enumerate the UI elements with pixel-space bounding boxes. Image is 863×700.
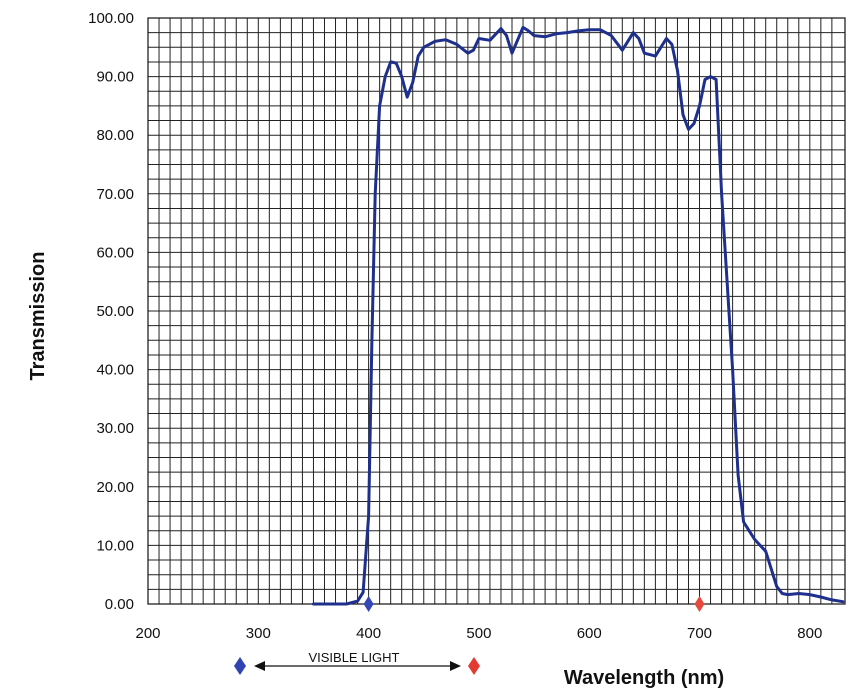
y-tick-label: 20.00 [96, 479, 134, 496]
x-tick-label: 700 [687, 625, 712, 642]
y-tick-label: 0.00 [105, 596, 134, 613]
wavelength-marker [363, 596, 374, 612]
visible-light-right-diamond [468, 657, 480, 675]
visible-light-arrow-left [254, 661, 265, 671]
y-tick-label: 50.00 [96, 303, 134, 320]
x-axis-label: Wavelength (nm) [564, 667, 724, 689]
y-tick-label: 100.00 [88, 10, 134, 27]
y-tick-labels: 0.00 10.00 20.00 30.00 40.00 50.00 60.00 70.00 8… [88, 10, 134, 613]
x-tick-label: 300 [246, 625, 271, 642]
x-tick-label: 500 [466, 625, 491, 642]
visible-light-left-diamond [234, 657, 246, 675]
visible-light-annotation: VISIBLE LIGHT [234, 650, 480, 675]
wavelength-marker [694, 596, 705, 612]
x-tick-labels: 200 300 400 500 600 700 800 [135, 625, 822, 642]
wavelength-markers [363, 596, 705, 612]
y-tick-label: 60.00 [96, 244, 134, 261]
visible-light-label: VISIBLE LIGHT [308, 650, 399, 665]
plot-frame [147, 17, 846, 605]
y-tick-label: 40.00 [96, 362, 134, 379]
y-tick-label: 90.00 [96, 69, 134, 86]
y-tick-label: 30.00 [96, 420, 134, 437]
x-tick-label: 200 [135, 625, 160, 642]
y-tick-label: 10.00 [96, 537, 134, 554]
y-tick-label: 70.00 [96, 186, 134, 203]
visible-light-arrow-right [450, 661, 461, 671]
x-tick-label: 800 [797, 625, 822, 642]
transmission-curve [312, 25, 845, 606]
x-tick-label: 400 [356, 625, 381, 642]
y-tick-label: 80.00 [96, 127, 134, 144]
y-axis-label: Transmission [27, 252, 49, 381]
grid-lines [148, 18, 845, 604]
x-tick-label: 600 [577, 625, 602, 642]
